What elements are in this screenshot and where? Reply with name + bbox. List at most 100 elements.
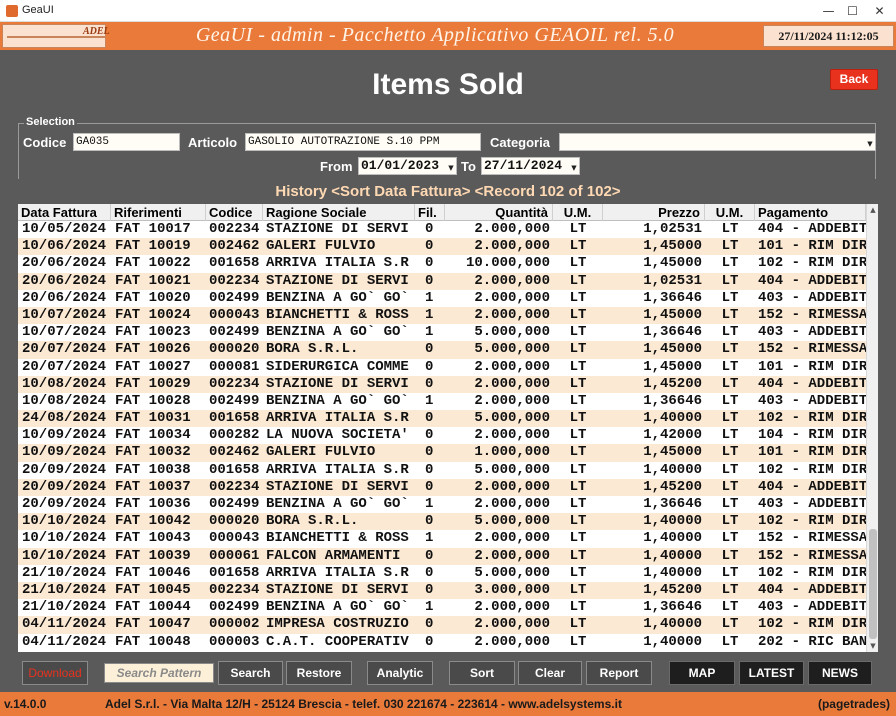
scroll-thumb[interactable] [869, 529, 877, 639]
column-header[interactable]: Codice [206, 204, 263, 221]
download-button[interactable]: Download [22, 661, 88, 685]
column-header[interactable]: Prezzo [603, 204, 705, 221]
table-row[interactable]: 10/05/2024 FAT 10017 002234 STAZIONE DI SER… [18, 221, 866, 239]
column-header[interactable]: Ragione Sociale [263, 204, 415, 221]
table-row[interactable]: 20/09/2024 FAT 10036 002499 BENZINA A GO` G… [18, 496, 866, 514]
table-cell: 404 - ADDEBIT [758, 375, 866, 392]
table-cell: 1,45000 [643, 358, 702, 375]
table-cell: FAT 10048 [115, 633, 191, 650]
table-row[interactable]: 10/08/2024 FAT 10028 002499 BENZINA A GO` G… [18, 392, 866, 411]
close-button[interactable]: ✕ [874, 4, 885, 18]
scroll-up-icon[interactable]: ▲ [870, 206, 876, 214]
table-row[interactable]: 20/07/2024 FAT 10027 000081 SIDERURGICA COM… [18, 358, 866, 376]
table-cell: 0 [425, 461, 434, 478]
column-header[interactable]: U.M. [705, 204, 755, 221]
table-cell: LT [569, 410, 587, 427]
search-button[interactable]: Search [218, 661, 283, 685]
sort-button[interactable]: Sort [449, 661, 515, 685]
table-cell: FAT 10019 [115, 238, 191, 255]
table-row[interactable]: 20/09/2024 FAT 10038 001658 ARRIVA ITALIA S… [18, 461, 866, 479]
table-cell: 20/09/2024 [22, 478, 107, 495]
logo-line [7, 36, 105, 38]
latest-button[interactable]: LATEST [739, 661, 804, 685]
map-button[interactable]: MAP [669, 661, 735, 685]
articolo-input[interactable]: GASOLIO AUTOTRAZIONE S.10 PPM [245, 133, 481, 151]
column-header[interactable]: Quantità [445, 204, 553, 221]
table-cell: STAZIONE DI SERVI [266, 478, 409, 495]
column-header[interactable]: Riferimenti [111, 204, 206, 221]
articolo-label: Articolo [188, 135, 238, 150]
clear-button[interactable]: Clear [518, 661, 582, 685]
table-cell: 202 - RIC BAN [758, 633, 866, 650]
table-cell: LT [721, 358, 739, 375]
table-row[interactable]: 21/10/2024 FAT 10045 002234 STAZIONE DI SER… [18, 581, 866, 600]
categoria-select[interactable]: ▼ [559, 133, 876, 151]
column-header[interactable]: Pagamento [755, 204, 866, 221]
column-header[interactable]: U.M. [553, 204, 603, 221]
table-row[interactable]: 04/11/2024 FAT 10047 000002 IMPRESA COSTRUZ… [18, 616, 866, 634]
table-row[interactable]: 10/10/2024 FAT 10043 000043 BIANCHETTI & RO… [18, 530, 866, 548]
table-cell: FAT 10037 [115, 478, 191, 495]
table-cell: C.A.T. COOPERATIV [266, 633, 409, 650]
table-cell: 3.000,000 [474, 581, 550, 598]
table-cell: STAZIONE DI SERVI [266, 581, 409, 598]
table-row[interactable]: 21/10/2024 FAT 10044 002499 BENZINA A GO` G… [18, 599, 866, 617]
table-cell: FALCON ARMAMENTI [266, 547, 401, 564]
table-cell: 002499 [209, 599, 260, 616]
table-cell: 20/09/2024 [22, 496, 107, 512]
table-cell: LT [721, 444, 739, 461]
table-cell: 20/09/2024 [22, 461, 107, 478]
table-row[interactable]: 20/09/2024 FAT 10037 002234 STAZIONE DI SER… [18, 478, 866, 496]
table-row[interactable]: 20/07/2024 FAT 10026 000020 BORA S.R.L. 0 5.0… [18, 341, 866, 359]
table-cell: LT [569, 289, 587, 306]
back-button[interactable]: Back [830, 69, 878, 90]
table-cell: 1,36646 [643, 599, 702, 616]
table-row[interactable]: 10/10/2024 FAT 10039 000061 FALCON ARMAMENT… [18, 547, 866, 565]
table-cell: BORA S.R.L. [266, 341, 359, 358]
table-cell: FAT 10027 [115, 358, 191, 375]
table-row[interactable]: 10/06/2024 FAT 10019 002462 GALERI FULVIO 0 2… [18, 238, 866, 256]
table-cell: 0 [425, 513, 434, 530]
vertical-scrollbar[interactable]: ▲ ▼ [866, 204, 878, 652]
table-cell: LT [721, 547, 739, 564]
table-cell: 0 [425, 581, 434, 598]
table-cell: LT [569, 599, 587, 616]
table-cell: 0 [425, 238, 434, 255]
restore-button[interactable]: Restore [286, 661, 352, 685]
minimize-button[interactable]: — [822, 4, 835, 18]
to-date-input[interactable]: 27/11/2024 ▼ [481, 157, 580, 175]
table-row[interactable]: 20/06/2024 FAT 10020 002499 BENZINA A GO` G… [18, 289, 866, 307]
search-pattern-input[interactable]: Search Pattern [104, 663, 214, 683]
table-cell: 000282 [209, 427, 260, 444]
table-cell: FAT 10032 [115, 444, 191, 461]
table-row[interactable]: 10/09/2024 FAT 10032 002462 GALERI FULVIO 0 1… [18, 444, 866, 462]
table-row[interactable]: 10/07/2024 FAT 10023 002499 BENZINA A GO` G… [18, 324, 866, 342]
table-cell: 04/11/2024 [22, 616, 107, 633]
scroll-down-icon[interactable]: ▼ [870, 642, 876, 650]
table-row[interactable]: 21/10/2024 FAT 10046 001658 ARRIVA ITALIA S… [18, 564, 866, 582]
table-row[interactable]: 10/10/2024 FAT 10042 000020 BORA S.R.L. 0 5.0… [18, 513, 866, 531]
table-cell: 1,45000 [643, 238, 702, 255]
table-cell: BIANCHETTI & ROSS [266, 530, 409, 547]
table-cell: 10/08/2024 [22, 392, 107, 409]
table-row[interactable]: 24/08/2024 FAT 10031 001658 ARRIVA ITALIA S… [18, 410, 866, 428]
table-cell: LT [721, 410, 739, 427]
table-cell: 152 - RIMESSA [758, 306, 866, 323]
table-cell: 2.000,000 [474, 289, 550, 306]
codice-input[interactable]: GA035 [73, 133, 180, 151]
table-row[interactable]: 04/11/2024 FAT 10048 000003 C.A.T. COOPERAT… [18, 633, 866, 651]
table-row[interactable]: 20/06/2024 FAT 10021 002234 STAZIONE DI SER… [18, 272, 866, 290]
maximize-button[interactable]: ☐ [847, 4, 858, 18]
table-row[interactable]: 10/07/2024 FAT 10024 000043 BIANCHETTI & RO… [18, 306, 866, 325]
analytic-button[interactable]: Analytic [367, 661, 433, 685]
from-date-input[interactable]: 01/01/2023 ▼ [358, 157, 457, 175]
column-header[interactable]: Data Fattura [18, 204, 111, 221]
table-row[interactable]: 10/09/2024 FAT 10034 000282 LA NUOVA SOCIET… [18, 427, 866, 445]
table-cell: 5.000,000 [474, 410, 550, 427]
report-button[interactable]: Report [586, 661, 652, 685]
table-cell: 152 - RIMESSA [758, 530, 866, 547]
table-row[interactable]: 10/08/2024 FAT 10029 002234 STAZIONE DI SER… [18, 375, 866, 393]
table-row[interactable]: 20/06/2024 FAT 10022 001658 ARRIVA ITALIA S… [18, 255, 866, 273]
column-header[interactable]: Fil. [415, 204, 445, 221]
news-button[interactable]: NEWS [808, 661, 872, 685]
